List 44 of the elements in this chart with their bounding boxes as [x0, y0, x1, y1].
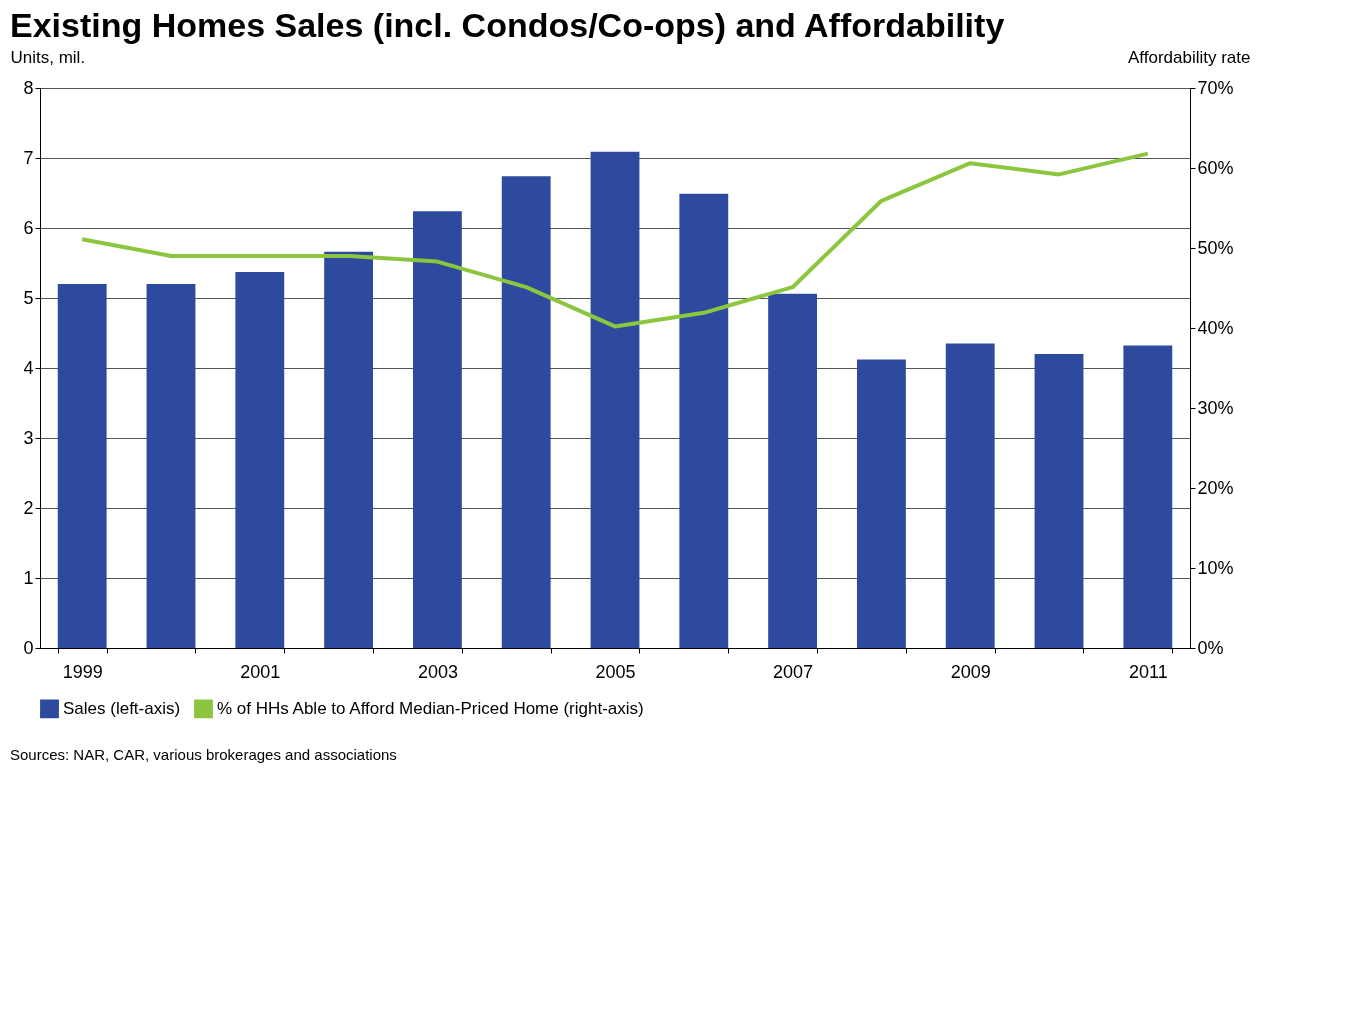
- y2-tick-label: 40%: [1197, 317, 1234, 338]
- x-tick-label: 2007: [773, 661, 814, 682]
- bar: [501, 176, 551, 648]
- legend-label: Sales (left-axis): [63, 698, 181, 718]
- x-tick-label: 1999: [62, 661, 103, 682]
- bar: [679, 193, 729, 648]
- x-tick-label: 2001: [240, 661, 281, 682]
- y-axis-title: Units, mil.: [10, 47, 86, 67]
- y-tick-label: 7: [23, 147, 34, 168]
- bar: [146, 284, 196, 648]
- bar: [1123, 345, 1173, 648]
- y-tick-label: 2: [23, 497, 34, 518]
- y2-tick-label: 10%: [1197, 557, 1234, 578]
- bar: [768, 293, 818, 648]
- x-tick-label: 2003: [417, 661, 458, 682]
- y-tick-label: 8: [23, 77, 34, 98]
- y-tick-label: 1: [23, 567, 34, 588]
- y2-tick-label: 30%: [1197, 397, 1234, 418]
- y2-tick-label: 50%: [1197, 237, 1234, 258]
- line-series: [80, 151, 1150, 329]
- y2-tick-label: 20%: [1197, 477, 1234, 498]
- source-note: Sources: NAR, CAR, various brokerages and associations: [10, 746, 397, 763]
- legend-label: % of HHs Able to Afford Median-Priced Home (right-axis): [217, 698, 644, 718]
- chart-title: Existing Homes Sales (incl. Condos/Co-ops) and Affordability: [10, 6, 1005, 44]
- y2-tick-label: 70%: [1197, 77, 1234, 98]
- bar: [412, 211, 462, 648]
- x-tick-label: 2011: [1128, 661, 1168, 682]
- bar: [945, 343, 995, 648]
- bar: [1034, 354, 1084, 648]
- y-tick-label: 3: [23, 427, 34, 448]
- x-tick-label: 2005: [595, 661, 636, 682]
- y-tick-label: 5: [23, 287, 34, 308]
- y-tick-label: 4: [23, 357, 34, 378]
- y-tick-label: 0: [23, 637, 34, 658]
- y-tick-label: 6: [23, 217, 34, 238]
- bar: [235, 272, 285, 648]
- bar: [590, 151, 640, 648]
- bar: [324, 251, 374, 648]
- y2-tick-label: 0%: [1197, 637, 1224, 658]
- y2-axis-title: Affordability rate: [1127, 47, 1251, 67]
- y2-tick-label: 60%: [1197, 157, 1234, 178]
- bar: [856, 359, 906, 648]
- x-tick-label: 2009: [950, 661, 991, 682]
- bar: [57, 284, 107, 648]
